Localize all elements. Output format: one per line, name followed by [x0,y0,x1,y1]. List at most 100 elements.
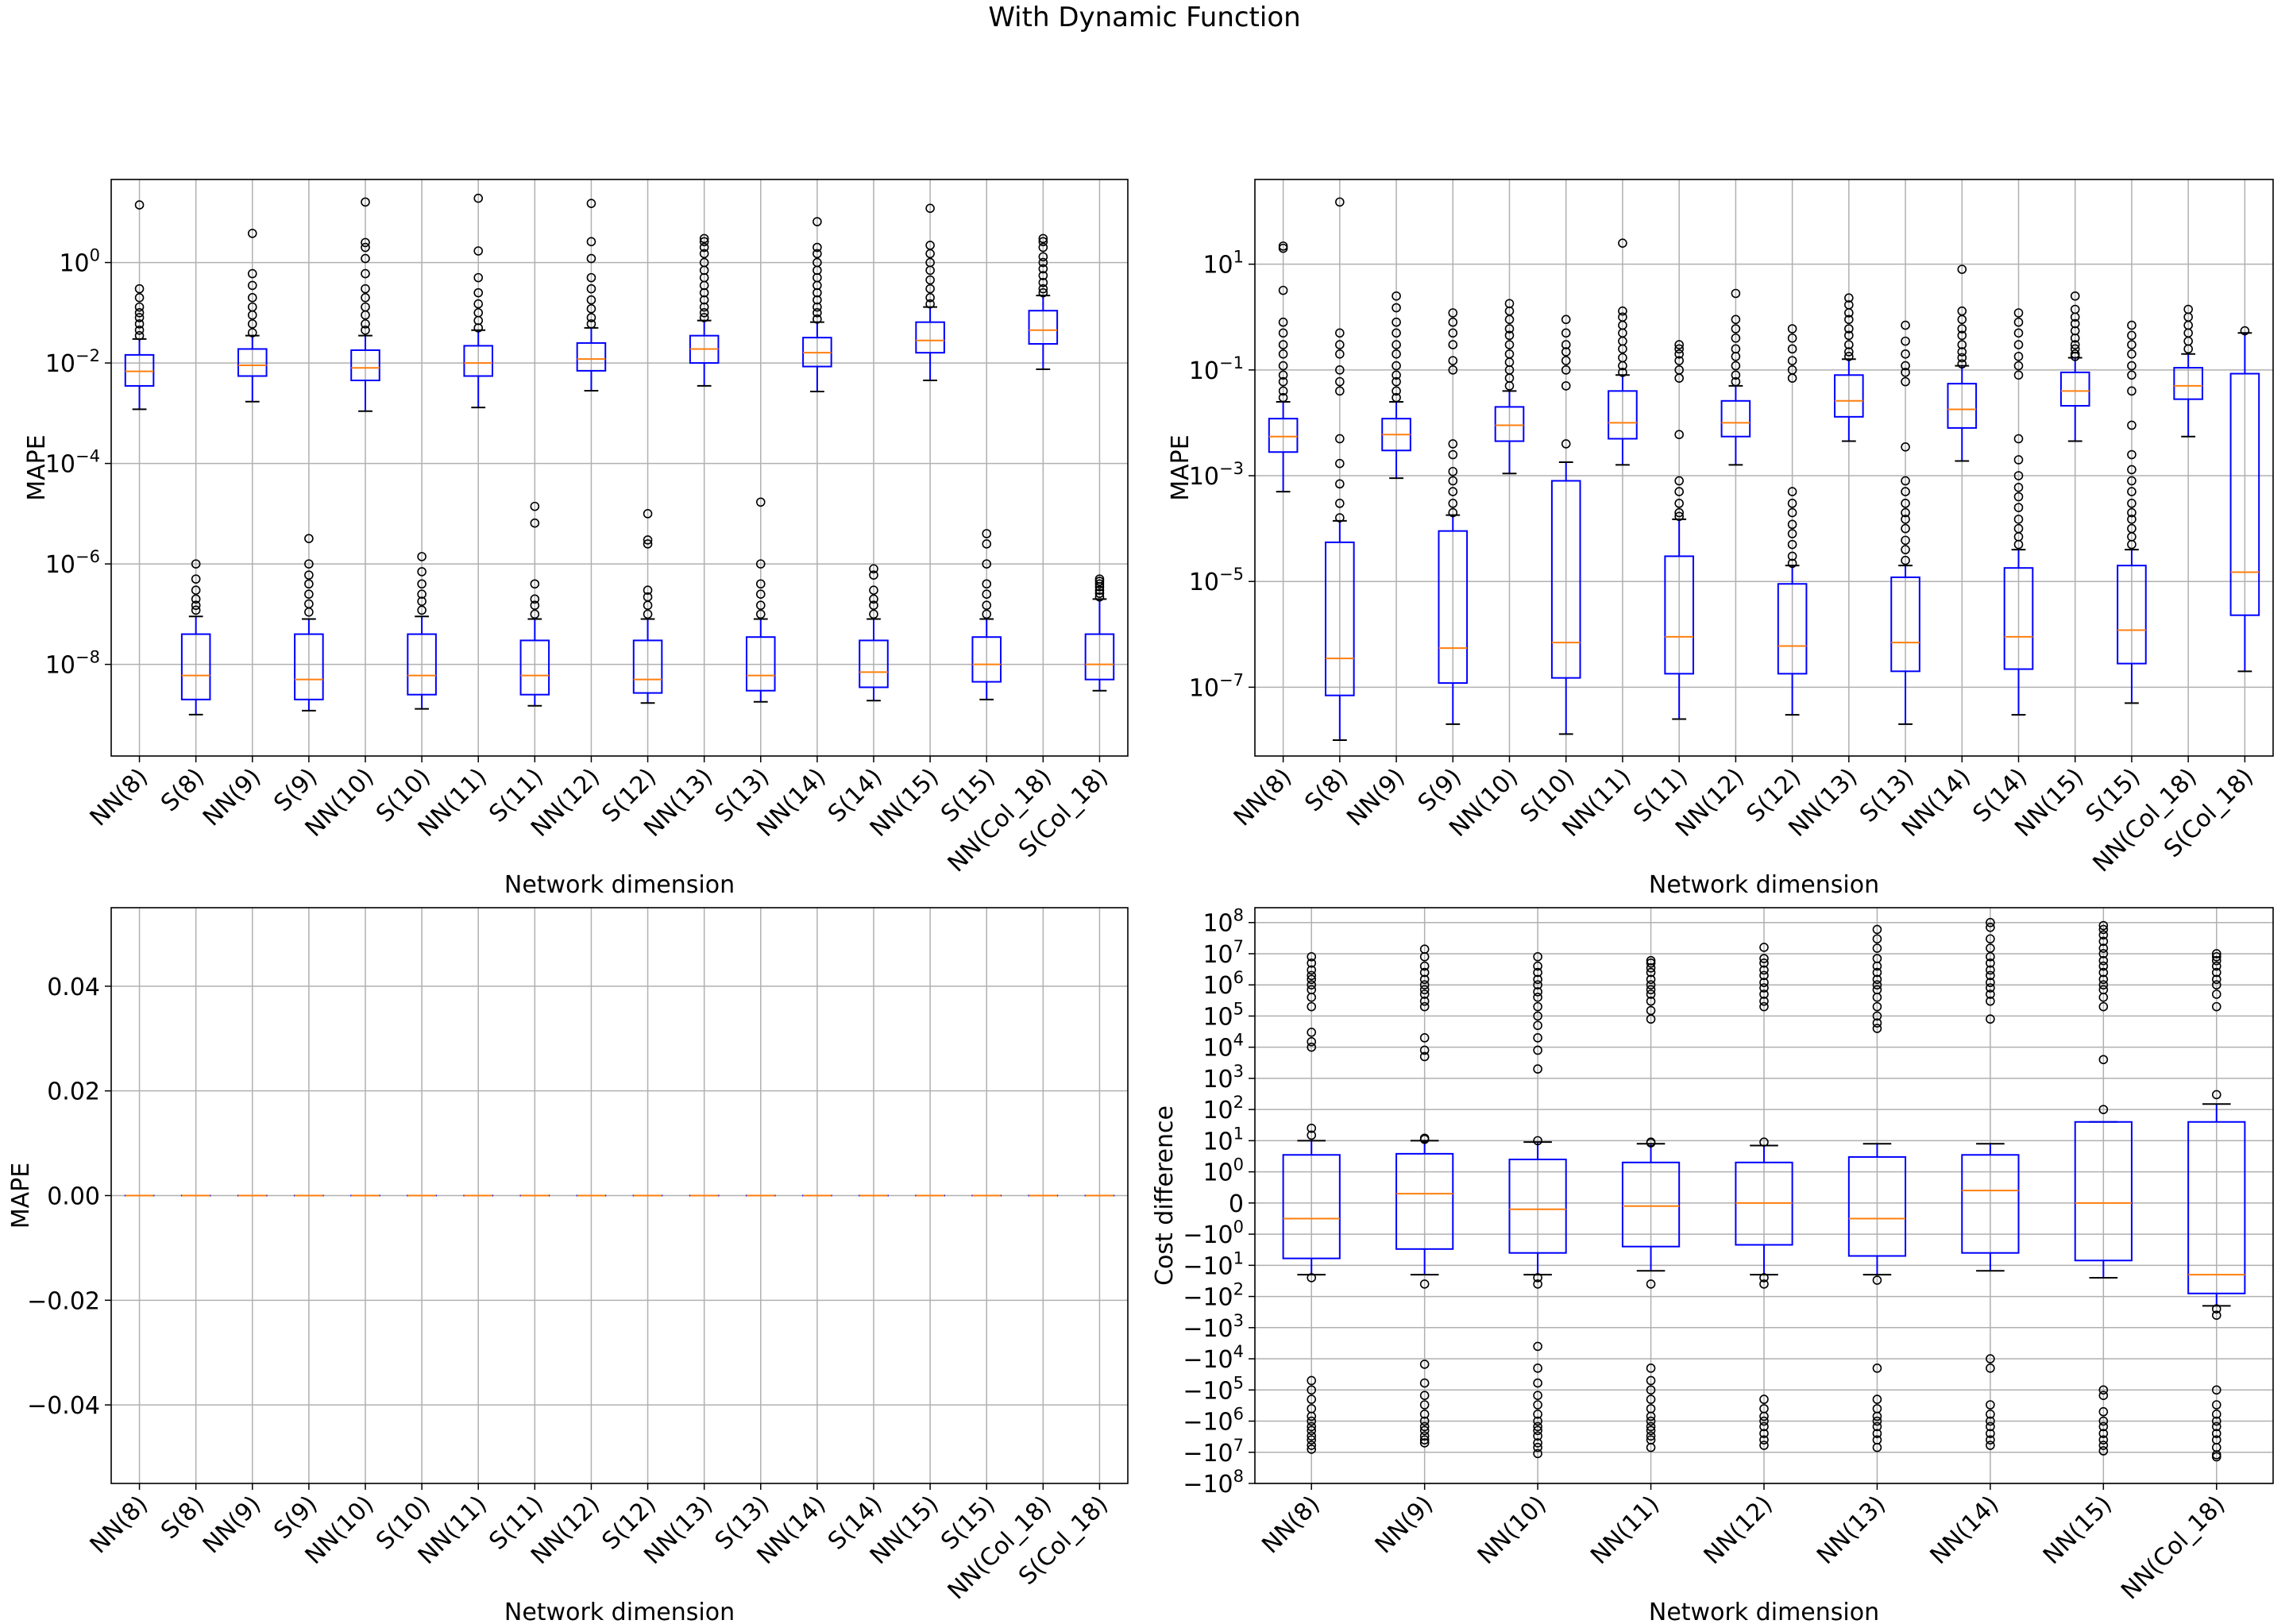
outlier-point [2211,1310,2221,1320]
outlier-point [1392,361,1401,371]
x-tick-label: NN(9) [198,763,267,832]
outlier-point [1561,347,1571,357]
outlier-point [134,284,145,294]
outlier-point [1731,361,1741,371]
box-NN(10) [1508,951,1567,1459]
outlier-point [1307,965,1317,975]
outlier-point [1901,368,1910,377]
outlier-point [1957,330,1967,341]
outlier-point [1335,434,1345,444]
outlier-point [1674,365,1684,375]
outlier-point [2013,455,2024,465]
outlier-point [699,308,709,318]
outlier-point [925,292,935,303]
outlier-point [1986,1416,1995,1426]
x-tick-label: NN(9) [198,1491,267,1560]
outlier-point [134,308,145,318]
outlier-point [586,295,596,305]
outlier-point [2127,515,2137,524]
y-tick-label: 0.00 [47,1183,100,1211]
outlier-point [1533,1364,1542,1373]
outlier-point [417,567,427,577]
outlier-point [1038,257,1048,268]
outlier-point [2098,1435,2109,1445]
outlier-point [1533,1400,1542,1410]
outlier-point [869,594,878,604]
outlier-point [1872,1018,1882,1028]
outlier-point [869,564,878,574]
box-NN(12) [1720,288,1751,466]
outlier-point [304,579,314,589]
outlier-point [2240,326,2250,336]
outlier-point [1957,359,1967,369]
box-iqr [1508,1159,1567,1254]
outlier-point [1307,1042,1317,1052]
outlier-point [1759,943,1769,952]
outlier-point [1787,551,1797,561]
outlier-point [361,325,370,335]
y-tick-label: −107 [1183,1436,1244,1468]
outlier-point [1986,1354,1995,1364]
outlier-point [869,570,878,580]
box-iqr [519,639,550,696]
outlier-point [1787,324,1797,334]
outlier-point [1618,368,1627,377]
outlier-point [1646,963,1656,973]
outlier-point [1901,507,1910,518]
outlier-point [1533,1011,1542,1021]
outlier-point [1448,449,1458,460]
outlier-point [1646,1375,1656,1386]
y-tick-label: −102 [1183,1280,1244,1312]
outlier-point [134,313,145,322]
outlier-point [1674,476,1684,486]
plot-frame [110,907,1129,1484]
outlier-point [1038,271,1048,280]
outlier-point [1278,392,1288,403]
box-iqr [1268,418,1299,453]
outlier-point [982,579,992,589]
outlier-point [1759,958,1769,968]
outlier-point [1872,934,1882,944]
outlier-point [1901,442,1910,452]
outlier-point [1533,1448,1542,1459]
outlier-point [530,594,540,604]
outlier-point [643,592,653,602]
outlier-point [1392,392,1401,403]
y-tick-label: 10−6 [45,547,100,579]
outlier-point [643,539,653,549]
outlier-point [1038,287,1048,298]
outlier-point [304,570,314,580]
outlier-point [1038,264,1048,274]
x-tick-label: NN(15) [2038,1491,2117,1570]
box-iqr [1834,374,1864,418]
box-iqr [2173,367,2203,400]
outlier-point [2013,328,2024,338]
outlier-point [869,600,878,611]
outlier-point [1419,1435,1430,1445]
outlier-point [1533,1045,1542,1055]
outlier-point [1392,386,1401,396]
outlier-point [1787,333,1797,343]
outlier-point [247,292,257,303]
box-iqr [124,353,155,387]
outlier-point [1307,1385,1317,1395]
outlier-point [2127,523,2137,534]
outlier-point [530,600,540,611]
outlier-point [982,609,992,619]
outlier-point [1094,579,1105,589]
outlier-point [1533,987,1542,997]
outlier-point [134,330,145,341]
outlier-point [1392,317,1401,327]
box-iqr [1664,555,1694,675]
outlier-point [1646,1279,1656,1289]
outlier-point [755,497,766,507]
outlier-point [2070,304,2080,314]
outlier-point [2127,330,2137,341]
box-NN(11) [1621,955,1681,1452]
box-NN(9) [1395,944,1454,1448]
outlier-point [925,241,935,250]
outlier-point [1872,1421,1882,1432]
outlier-point [2211,1304,2221,1313]
outlier-point [1759,1429,1769,1438]
outlier-point [2098,980,2109,989]
